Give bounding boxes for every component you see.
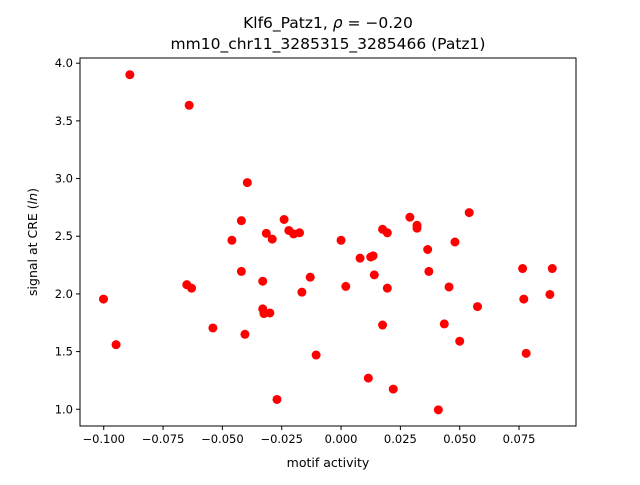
data-point-35 <box>378 320 388 330</box>
x-tick-label: 0.075 <box>503 432 536 446</box>
data-point-55 <box>547 264 557 274</box>
data-point-37 <box>382 283 392 293</box>
chart-title-rho-value: = −0.20 <box>343 14 413 32</box>
data-point-32 <box>368 251 378 261</box>
data-point-43 <box>424 266 434 276</box>
data-point-51 <box>518 264 528 274</box>
data-point-54 <box>545 289 555 299</box>
y-tick-label: 3.5 <box>55 114 73 128</box>
data-point-29 <box>355 253 365 263</box>
data-point-53 <box>521 348 531 358</box>
data-point-7 <box>208 323 218 333</box>
data-point-38 <box>388 384 398 394</box>
data-point-52 <box>519 294 529 304</box>
data-point-48 <box>455 336 465 346</box>
chart-title-prefix: Klf6_Patz1, <box>243 14 333 33</box>
x-tick-label: −0.100 <box>82 432 125 446</box>
y-tick-label: 1.5 <box>55 345 73 359</box>
data-point-12 <box>242 178 252 188</box>
y-tick-label: 2.0 <box>55 287 73 301</box>
x-tick-label: 0.050 <box>443 432 476 446</box>
data-points <box>98 70 557 415</box>
x-tick-label: −0.050 <box>201 432 244 446</box>
data-point-8 <box>227 235 237 245</box>
chart-title-rho: ρ <box>333 14 343 32</box>
data-point-39 <box>405 212 415 222</box>
y-axis-label-italic: ln <box>25 193 40 204</box>
x-tick-label: −0.025 <box>260 432 303 446</box>
data-point-3 <box>125 70 135 80</box>
plot-area-frame <box>79 57 577 427</box>
data-point-9 <box>236 216 246 226</box>
y-tick-label: 4.0 <box>55 56 73 70</box>
x-tick-label: 0.000 <box>325 432 358 446</box>
data-point-25 <box>305 272 315 282</box>
data-point-5 <box>184 100 194 110</box>
data-point-27 <box>336 235 346 245</box>
data-point-1 <box>98 294 108 304</box>
y-axis-ticks: 1.0 1.5 2.0 2.5 3.0 3.5 4.0 <box>55 56 80 416</box>
data-point-42 <box>423 245 433 254</box>
data-point-11 <box>240 329 250 339</box>
data-point-30 <box>363 373 373 383</box>
data-point-13 <box>258 276 268 286</box>
data-point-44 <box>433 405 443 415</box>
y-tick-label: 2.5 <box>55 229 73 243</box>
data-point-41 <box>412 223 422 233</box>
data-point-19 <box>272 394 282 404</box>
data-point-33 <box>369 270 379 280</box>
data-point-23 <box>295 228 305 238</box>
data-point-16 <box>261 228 271 238</box>
x-axis-label: motif activity <box>287 455 370 470</box>
data-point-24 <box>297 287 307 297</box>
chart-title-line2: mm10_chr11_3285315_3285466 (Patz1) <box>171 35 486 54</box>
x-tick-label: 0.025 <box>384 432 417 446</box>
data-point-49 <box>464 208 474 218</box>
data-point-26 <box>311 350 321 360</box>
data-point-6 <box>187 283 197 293</box>
y-tick-label: 3.0 <box>55 172 73 186</box>
x-axis-ticks: −0.100 −0.075 −0.050 −0.025 0.000 0.025 0.050 0… <box>82 426 536 446</box>
x-tick-label: −0.075 <box>142 432 185 446</box>
y-axis-label-suffix: ) <box>25 188 40 193</box>
data-point-47 <box>450 237 460 247</box>
data-point-45 <box>439 319 449 329</box>
data-point-28 <box>341 281 351 291</box>
data-point-10 <box>236 266 246 276</box>
chart-title-line1: Klf6_Patz1, ρ = −0.20 <box>243 14 413 33</box>
data-point-2 <box>111 340 121 350</box>
y-axis-label: signal at CRE (ln) <box>25 188 40 296</box>
data-point-46 <box>444 282 454 292</box>
data-point-36 <box>382 228 392 238</box>
data-point-20 <box>279 215 289 224</box>
data-point-18 <box>267 234 277 244</box>
y-axis-label-prefix: signal at CRE ( <box>25 204 40 296</box>
data-point-50 <box>473 302 483 312</box>
data-point-17 <box>265 308 275 318</box>
y-tick-label: 1.0 <box>55 402 73 416</box>
